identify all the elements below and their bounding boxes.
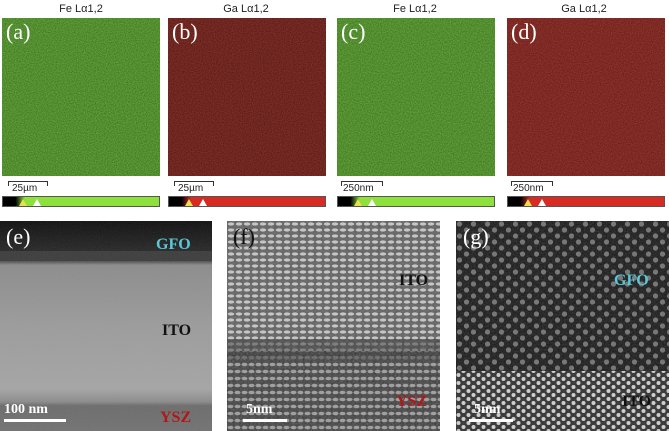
- scale-label: 250nm: [513, 183, 544, 194]
- scale-bracket: [511, 181, 553, 186]
- eds-map-image: [337, 18, 495, 176]
- tem-panel-f: [227, 221, 440, 431]
- panel-letter: (a): [6, 19, 31, 44]
- min-marker: [19, 199, 27, 206]
- min-marker: [524, 199, 532, 206]
- eds-map-image: [2, 18, 160, 176]
- map-title: Fe Lα1,2: [59, 3, 103, 15]
- layer-label-ito: ITO: [399, 272, 429, 289]
- panel-letter: (d): [511, 19, 537, 44]
- eds-map-image: [507, 18, 665, 176]
- scale-label: 25µm: [178, 183, 204, 194]
- scale-bracket: [174, 181, 214, 186]
- scalebar-label: 5nm: [246, 402, 273, 417]
- scalebar-line: [243, 419, 287, 422]
- max-marker: [33, 199, 41, 206]
- color-scale-bar: [168, 196, 326, 207]
- scale-bracket: [341, 181, 383, 186]
- scale-bracket: [8, 181, 48, 186]
- layer-label-ysz: YSZ: [396, 393, 428, 410]
- panel-letter: (b): [172, 19, 198, 44]
- panel-letter: (e): [6, 224, 31, 249]
- tem-panel-e: [0, 221, 212, 431]
- map-title: Ga Lα1,2: [223, 3, 269, 15]
- layer-label-gfo: GFO: [156, 236, 191, 253]
- panel-letter: (c): [341, 19, 366, 44]
- max-marker: [538, 199, 546, 206]
- max-marker: [368, 199, 376, 206]
- layer-label-gfo: GFO: [614, 272, 649, 289]
- max-marker: [199, 199, 207, 206]
- color-scale-bar: [507, 196, 665, 207]
- scalebar-line: [469, 419, 513, 422]
- scalebar-line: [4, 419, 66, 422]
- scale-label: 25µm: [12, 183, 38, 194]
- color-scale-bar: [337, 196, 495, 207]
- map-title: Fe Lα1,2: [393, 3, 437, 15]
- min-marker: [185, 199, 193, 206]
- color-scale-bar: [2, 196, 160, 207]
- layer-label-ito: ITO: [622, 393, 652, 410]
- scalebar-label: 100 nm: [4, 402, 48, 417]
- tem-panel-g: [456, 221, 669, 431]
- layer-label-ito: ITO: [162, 322, 192, 339]
- panel-letter: (g): [463, 224, 489, 249]
- map-title: Ga Lα1,2: [561, 3, 607, 15]
- min-marker: [354, 199, 362, 206]
- scalebar-label: 5nm: [474, 402, 501, 417]
- scale-label: 250nm: [343, 183, 374, 194]
- eds-map-image: [168, 18, 326, 176]
- layer-label-ysz: YSZ: [160, 409, 192, 426]
- panel-letter: (f): [233, 224, 255, 249]
